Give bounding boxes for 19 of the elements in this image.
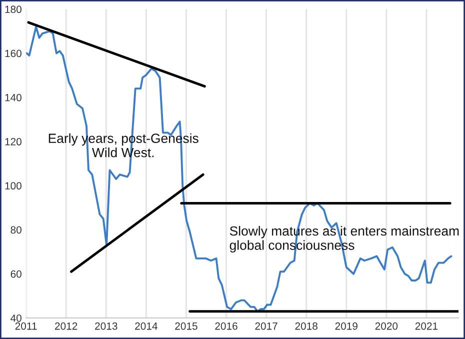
y-tick-label: 60 (10, 270, 22, 278)
x-tick-label: 2021 (415, 322, 438, 330)
y-tick-label: 140 (5, 94, 22, 102)
x-tick-label: 2020 (375, 322, 398, 330)
x-tick-label: 2012 (55, 322, 78, 330)
x-tick-label: 2016 (215, 322, 238, 330)
x-tick-label: 2017 (255, 322, 278, 330)
x-tick-label: 2018 (295, 322, 318, 330)
y-tick-label: 40 (10, 314, 22, 322)
x-tick-label: 2013 (95, 322, 118, 330)
x-tick-label: 2019 (335, 322, 358, 330)
y-tick-label: 80 (10, 226, 22, 234)
x-tick-label: 2015 (175, 322, 198, 330)
x-tick-label: 2014 (135, 322, 158, 330)
y-tick-label: 180 (5, 6, 22, 14)
y-tick-label: 120 (5, 138, 22, 146)
x-tick-label: 2011 (15, 322, 37, 330)
y-tick-label: 160 (5, 50, 22, 58)
y-tick-label: 100 (5, 182, 22, 190)
